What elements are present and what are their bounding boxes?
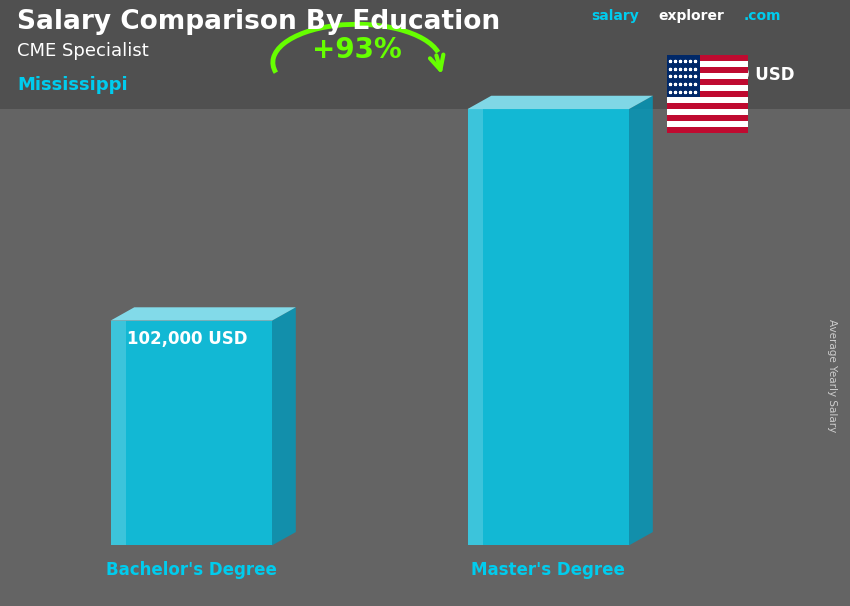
Bar: [0, 0, 850, 109]
Polygon shape: [110, 307, 296, 321]
Text: Salary Comparison By Education: Salary Comparison By Education: [17, 9, 500, 35]
Text: .com: .com: [744, 9, 781, 23]
Bar: [667, 67, 748, 73]
Text: Mississippi: Mississippi: [17, 76, 128, 94]
Bar: [667, 121, 748, 127]
Text: salary: salary: [591, 9, 638, 23]
Bar: [667, 55, 748, 61]
Polygon shape: [468, 109, 629, 545]
Polygon shape: [110, 321, 272, 545]
Bar: [667, 79, 748, 85]
Bar: [667, 55, 700, 97]
Text: 102,000 USD: 102,000 USD: [127, 330, 247, 348]
Bar: [667, 91, 748, 97]
Polygon shape: [110, 321, 126, 545]
Text: 198,000 USD: 198,000 USD: [674, 65, 795, 84]
Text: Average Yearly Salary: Average Yearly Salary: [827, 319, 837, 432]
Text: Bachelor's Degree: Bachelor's Degree: [105, 561, 277, 579]
Text: explorer: explorer: [659, 9, 724, 23]
Bar: [667, 85, 748, 91]
Text: CME Specialist: CME Specialist: [17, 42, 149, 61]
Text: Master's Degree: Master's Degree: [471, 561, 626, 579]
Polygon shape: [272, 307, 296, 545]
Bar: [667, 61, 748, 67]
Polygon shape: [468, 109, 483, 545]
Polygon shape: [468, 96, 653, 109]
Bar: [667, 115, 748, 121]
Bar: [667, 109, 748, 115]
Bar: [667, 73, 748, 79]
Polygon shape: [629, 96, 653, 545]
Text: +93%: +93%: [312, 36, 402, 64]
Bar: [667, 103, 748, 109]
Bar: [667, 127, 748, 133]
Bar: [667, 97, 748, 103]
